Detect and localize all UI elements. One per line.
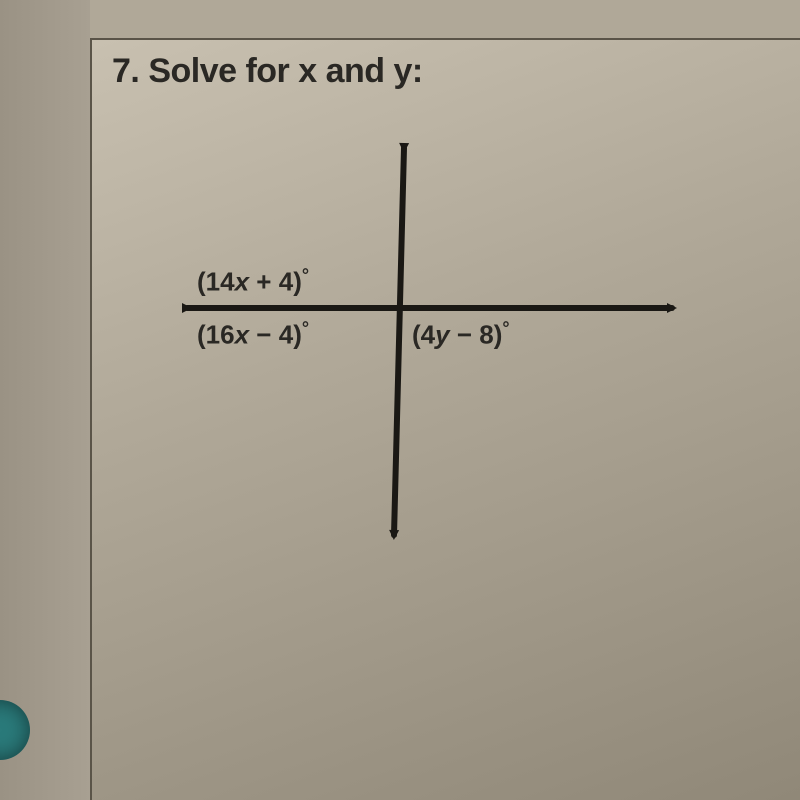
angle-label-bottom-left: (16x − 4)° [197, 318, 309, 351]
angle-label-top-left: (14x + 4)° [197, 265, 309, 298]
problem-prompt: Solve for x and y: [148, 52, 422, 90]
binder-hole [0, 700, 30, 760]
problem-cell: 7. Solve for x and y: (14x + 4)° (16x − … [90, 40, 800, 800]
angle-label-bottom-right: (4y − 8)° [412, 318, 510, 351]
previous-row-strip [90, 0, 800, 40]
problem-number: 7. [112, 52, 139, 90]
angle-diagram: (14x + 4)° (16x − 4)° (4y − 8)° [172, 130, 692, 550]
problem-title: 7. Solve for x and y: [112, 52, 423, 91]
page-left-margin [0, 0, 90, 800]
vertical-line [394, 148, 404, 535]
